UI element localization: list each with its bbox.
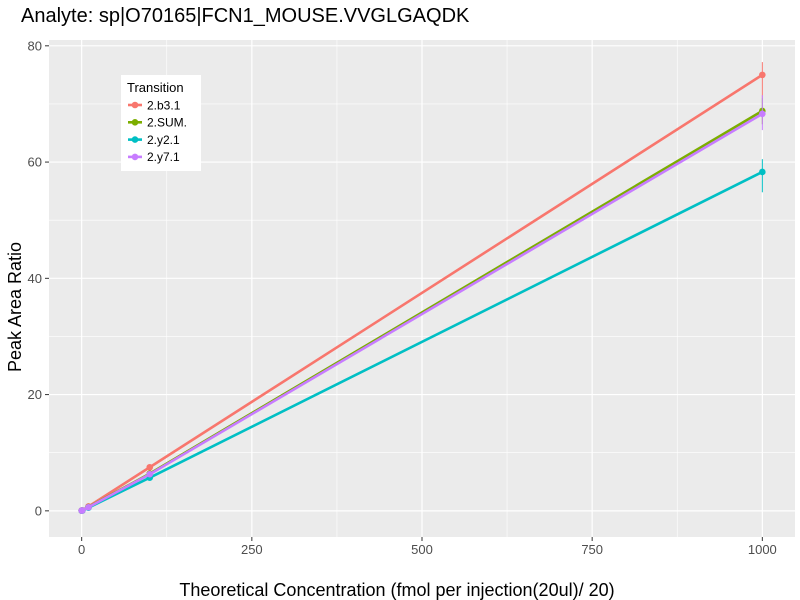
data-point (79, 507, 86, 514)
chart-title: Analyte: sp|O70165|FCN1_MOUSE.VVGLGAQDK (21, 5, 470, 27)
legend-label: 2.SUM. (147, 116, 187, 130)
legend-items: 2.b3.1 2.SUM. 2.y2.1 2.y7.1 (128, 98, 187, 164)
data-point (759, 110, 766, 118)
legend-key-point (131, 136, 139, 143)
x-tick-label: 250 (241, 542, 263, 557)
y-tick-label: 60 (28, 155, 42, 170)
y-axis-label: Peak Area Ratio (5, 242, 25, 372)
x-tick-label: 1000 (748, 542, 777, 557)
x-tick-label: 500 (411, 542, 433, 557)
legend-label: 2.b3.1 (147, 98, 181, 112)
data-point (146, 470, 154, 478)
y-tick-label: 80 (28, 38, 42, 53)
x-axis-ticks: 0 250 500 750 1000 (78, 537, 777, 557)
x-tick-label: 750 (581, 542, 603, 557)
legend: Transition 2.b3.1 2.SUM. 2.y2.1 2.y7.1 (121, 75, 201, 171)
series-2.y7.1 (78, 95, 766, 514)
y-tick-label: 20 (28, 387, 42, 402)
data-point (759, 168, 766, 176)
data-point (85, 503, 92, 511)
legend-label: 2.y7.1 (147, 150, 180, 164)
data-point (759, 71, 766, 79)
y-tick-label: 0 (35, 503, 42, 518)
x-tick-label: 0 (78, 542, 85, 557)
legend-key-point (131, 119, 139, 126)
legend-key-point (131, 101, 139, 109)
y-axis-ticks: 0 20 40 60 80 (28, 38, 49, 518)
y-tick-label: 40 (28, 271, 42, 286)
legend-key-point (131, 153, 139, 161)
legend-title: Transition (127, 80, 184, 95)
series-layer (78, 62, 766, 514)
x-axis-label: Theoretical Concentration (fmol per inje… (179, 580, 614, 600)
data-point (146, 463, 154, 471)
grid-major (49, 40, 795, 537)
legend-label: 2.y2.1 (147, 133, 180, 147)
